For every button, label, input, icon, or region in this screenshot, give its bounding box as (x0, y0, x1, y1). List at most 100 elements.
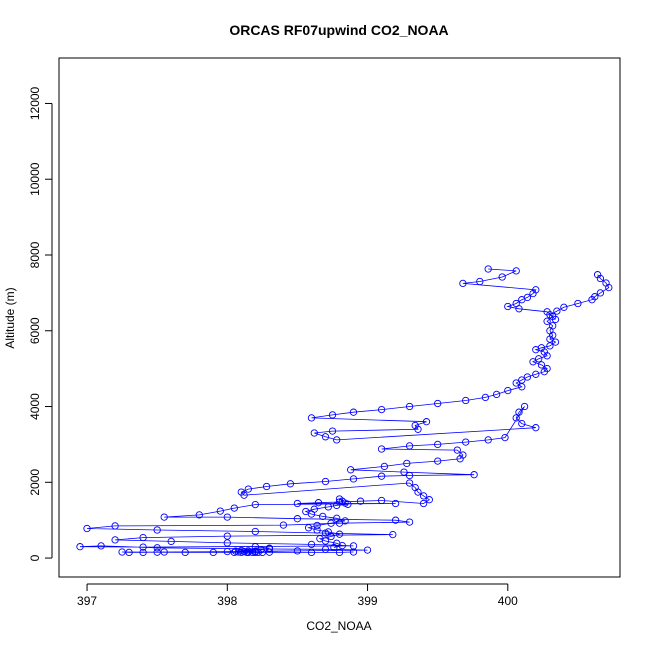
data-point (347, 466, 355, 474)
data-point (262, 482, 271, 491)
data-point (251, 500, 259, 509)
data-point (434, 440, 442, 449)
data-point (153, 526, 161, 534)
data-point (484, 265, 492, 273)
data-point (167, 537, 175, 546)
data-point (223, 547, 231, 556)
data-point (286, 480, 295, 488)
data-point (139, 533, 147, 542)
data-point (515, 305, 523, 313)
data-point (540, 368, 548, 376)
series-line (549, 274, 610, 320)
data-point (512, 379, 520, 387)
data-point (321, 477, 330, 486)
x-axis: 397 398 399 400 (77, 583, 518, 608)
data-point (209, 548, 217, 557)
data-point (518, 419, 526, 428)
data-point (333, 436, 341, 444)
data-point (243, 548, 251, 557)
data-point (462, 396, 470, 405)
data-point (518, 296, 526, 304)
data-point (512, 267, 520, 275)
data-point (333, 501, 341, 510)
data-point (349, 475, 358, 483)
data-point (425, 496, 433, 504)
x-axis-label: CO2_NOAA (306, 619, 371, 633)
data-point (403, 459, 411, 468)
data-point (240, 491, 248, 499)
data-point (321, 537, 330, 545)
data-point (553, 307, 561, 315)
data-point (405, 402, 414, 411)
y-tick-label: 10000 (28, 162, 42, 196)
data-point (476, 277, 484, 286)
data-point (181, 548, 189, 557)
data-point (111, 536, 119, 544)
data-point (512, 414, 520, 422)
data-point (574, 299, 582, 308)
data-point (338, 541, 346, 550)
y-tick-label: 12000 (28, 86, 42, 120)
data-point (244, 547, 252, 555)
data-point (293, 547, 302, 555)
data-point (160, 513, 168, 521)
data-point (83, 524, 91, 533)
data-point (537, 361, 546, 369)
data-point (405, 442, 414, 450)
x-tick-label: 400 (498, 594, 518, 608)
data-point (405, 479, 414, 487)
data-point (414, 488, 422, 496)
data-point (504, 386, 512, 395)
data-point (313, 521, 321, 530)
data-point (377, 472, 386, 480)
data-point (414, 425, 422, 433)
series-layer (76, 265, 613, 557)
data-point (153, 544, 161, 552)
data-point (551, 338, 560, 346)
data-point (216, 507, 224, 515)
data-point (125, 548, 133, 557)
data-point (139, 543, 147, 551)
data-point (456, 455, 464, 463)
data-point (543, 317, 551, 325)
data-point (310, 429, 318, 437)
data-point (223, 539, 231, 547)
data-point (118, 548, 126, 556)
x-tick-label: 398 (217, 594, 237, 608)
data-point (389, 530, 397, 539)
data-point (560, 303, 568, 311)
data-point (492, 390, 501, 399)
data-point (76, 543, 84, 551)
series-line (304, 498, 349, 548)
y-tick-label: 4000 (28, 393, 42, 420)
data-point (230, 548, 238, 557)
x-tick-label: 399 (358, 594, 378, 608)
data-point (97, 542, 105, 550)
data-point (391, 499, 400, 508)
data-point (321, 433, 330, 441)
data-point (307, 414, 316, 422)
data-point (419, 499, 428, 508)
data-point (529, 289, 537, 298)
data-point (349, 408, 358, 416)
data-point (244, 485, 252, 493)
data-point (257, 546, 265, 554)
data-point (234, 548, 243, 556)
data-point (314, 499, 323, 507)
data-point (307, 540, 316, 549)
data-point (153, 548, 161, 556)
data-point (265, 548, 274, 556)
data-point (546, 311, 554, 319)
data-point (341, 517, 349, 525)
data-point (333, 514, 341, 522)
data-point (532, 424, 540, 432)
data-point (240, 547, 248, 556)
data-point (251, 543, 259, 551)
data-point (515, 408, 523, 416)
data-point (335, 548, 344, 557)
data-point (546, 342, 554, 350)
data-point (532, 346, 540, 354)
data-point (391, 516, 400, 524)
data-point (481, 393, 490, 402)
